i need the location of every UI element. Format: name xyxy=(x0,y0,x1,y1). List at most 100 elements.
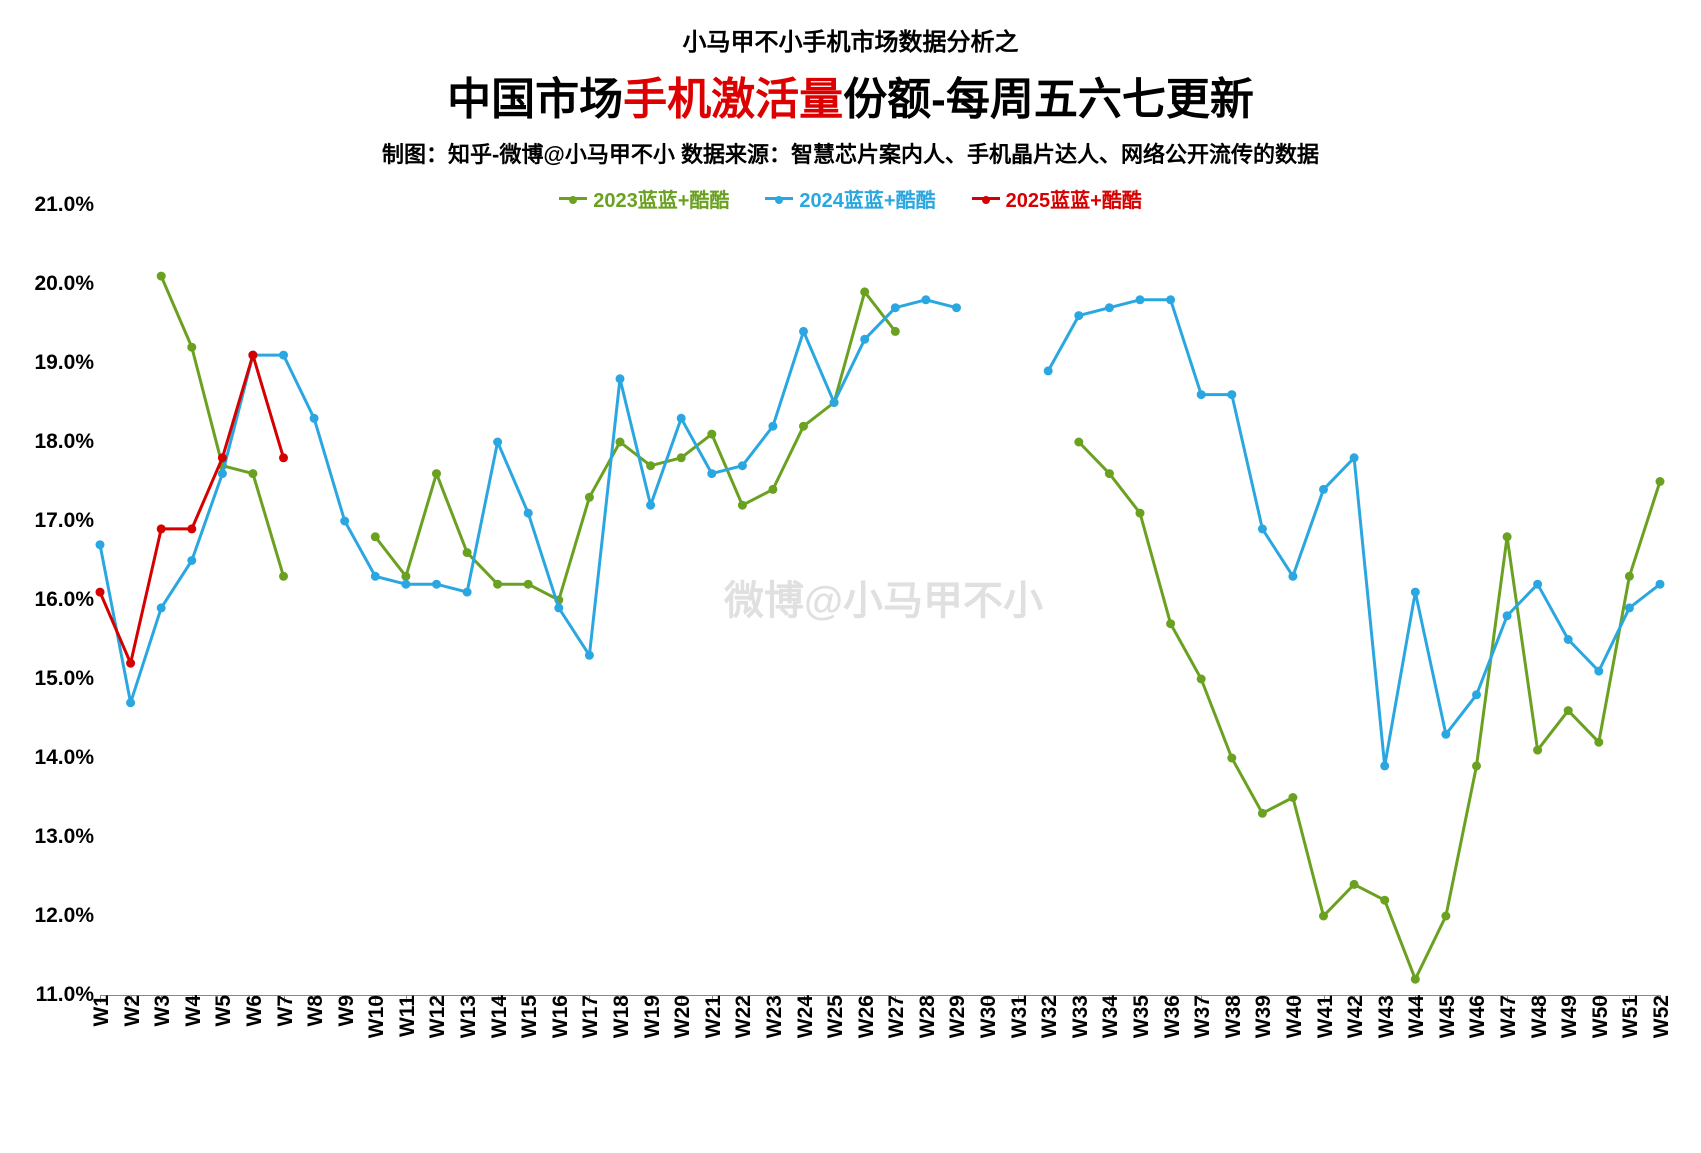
series-marker xyxy=(401,572,410,581)
series-marker xyxy=(1625,603,1634,612)
series-marker xyxy=(616,438,625,447)
x-tick-label: W20 xyxy=(667,995,695,1038)
series-marker xyxy=(1656,580,1665,589)
x-tick-label: W43 xyxy=(1371,995,1399,1038)
x-tick-label: W18 xyxy=(606,995,634,1038)
series-marker xyxy=(248,351,257,360)
x-tick-label: W6 xyxy=(239,995,267,1027)
series-marker xyxy=(616,374,625,383)
legend-swatch xyxy=(765,197,793,200)
series-marker xyxy=(1105,303,1114,312)
series-marker xyxy=(157,524,166,533)
y-tick-label: 18.0% xyxy=(34,430,100,454)
series-marker xyxy=(1380,896,1389,905)
series-marker xyxy=(1533,580,1542,589)
y-tick-label: 17.0% xyxy=(34,509,100,533)
series-marker xyxy=(1441,730,1450,739)
x-tick-label: W28 xyxy=(912,995,940,1038)
x-tick-label: W32 xyxy=(1034,995,1062,1038)
series-marker xyxy=(524,509,533,518)
series-marker xyxy=(1136,295,1145,304)
series-marker xyxy=(1227,390,1236,399)
y-tick-label: 19.0% xyxy=(34,351,100,375)
series-marker xyxy=(1227,754,1236,763)
x-tick-label: W41 xyxy=(1310,995,1338,1038)
series-marker xyxy=(218,453,227,462)
series-marker xyxy=(1166,619,1175,628)
x-tick-label: W22 xyxy=(728,995,756,1038)
x-tick-label: W8 xyxy=(300,995,328,1027)
x-tick-label: W46 xyxy=(1462,995,1490,1038)
series-marker xyxy=(1197,675,1206,684)
chart-subtitle: 制图：知乎-微博@小马甲不小 数据来源：智慧芯片案内人、手机晶片达人、网络公开流… xyxy=(0,137,1701,169)
title-part-c: 份额-每周五六七更新 xyxy=(843,75,1254,124)
x-tick-label: W11 xyxy=(392,995,420,1037)
series-marker xyxy=(952,303,961,312)
x-tick-label: W49 xyxy=(1554,995,1582,1038)
y-tick-label: 12.0% xyxy=(34,904,100,928)
x-tick-label: W44 xyxy=(1401,995,1429,1038)
series-marker xyxy=(1350,880,1359,889)
series-marker xyxy=(891,303,900,312)
series-marker xyxy=(279,453,288,462)
series-marker xyxy=(1074,311,1083,320)
series-marker xyxy=(371,572,380,581)
series-marker xyxy=(157,272,166,281)
x-tick-label: W24 xyxy=(790,995,818,1038)
x-tick-label: W7 xyxy=(270,995,298,1027)
series-marker xyxy=(1656,477,1665,486)
series-marker xyxy=(921,295,930,304)
x-tick-label: W26 xyxy=(851,995,879,1038)
series-marker xyxy=(677,414,686,423)
y-tick-label: 20.0% xyxy=(34,272,100,296)
series-marker xyxy=(157,603,166,612)
x-tick-label: W34 xyxy=(1095,995,1123,1038)
series-marker xyxy=(1564,706,1573,715)
series-marker xyxy=(432,469,441,478)
x-tick-label: W39 xyxy=(1248,995,1276,1038)
x-tick-label: W19 xyxy=(637,995,665,1038)
x-tick-label: W17 xyxy=(575,995,603,1038)
series-marker xyxy=(1258,809,1267,818)
series-marker xyxy=(187,556,196,565)
series-marker xyxy=(126,698,135,707)
series-marker xyxy=(677,453,686,462)
series-marker xyxy=(463,548,472,557)
series-marker xyxy=(1503,611,1512,620)
series-marker xyxy=(707,430,716,439)
series-marker xyxy=(1564,635,1573,644)
series-marker xyxy=(340,517,349,526)
y-tick-label: 15.0% xyxy=(34,667,100,691)
series-marker xyxy=(1136,509,1145,518)
series-line xyxy=(100,300,1660,766)
title-part-accent: 手机激活量 xyxy=(623,75,843,124)
series-marker xyxy=(1594,667,1603,676)
x-tick-label: W29 xyxy=(942,995,970,1038)
chart-supertitle: 小马甲不小手机市场数据分析之 xyxy=(0,0,1701,57)
series-marker xyxy=(1411,588,1420,597)
x-tick-label: W3 xyxy=(147,995,175,1027)
y-tick-label: 16.0% xyxy=(34,588,100,612)
series-marker xyxy=(799,422,808,431)
y-tick-label: 14.0% xyxy=(34,746,100,770)
x-tick-label: W4 xyxy=(178,995,206,1027)
series-line xyxy=(100,355,284,663)
series-marker xyxy=(1105,469,1114,478)
series-marker xyxy=(1074,438,1083,447)
x-tick-label: W16 xyxy=(545,995,573,1038)
x-tick-label: W15 xyxy=(514,995,542,1038)
x-tick-label: W48 xyxy=(1524,995,1552,1038)
series-marker xyxy=(1472,690,1481,699)
x-tick-label: W14 xyxy=(484,995,512,1038)
series-marker xyxy=(707,469,716,478)
series-marker xyxy=(248,469,257,478)
series-marker xyxy=(432,580,441,589)
series-line xyxy=(161,276,1660,979)
chart-title: 中国市场手机激活量份额-每周五六七更新 xyxy=(0,63,1701,127)
series-marker xyxy=(1441,912,1450,921)
x-tick-label: W27 xyxy=(881,995,909,1038)
x-tick-label: W5 xyxy=(208,995,236,1027)
series-marker xyxy=(1503,532,1512,541)
x-tick-label: W1 xyxy=(86,995,114,1027)
series-marker xyxy=(401,580,410,589)
